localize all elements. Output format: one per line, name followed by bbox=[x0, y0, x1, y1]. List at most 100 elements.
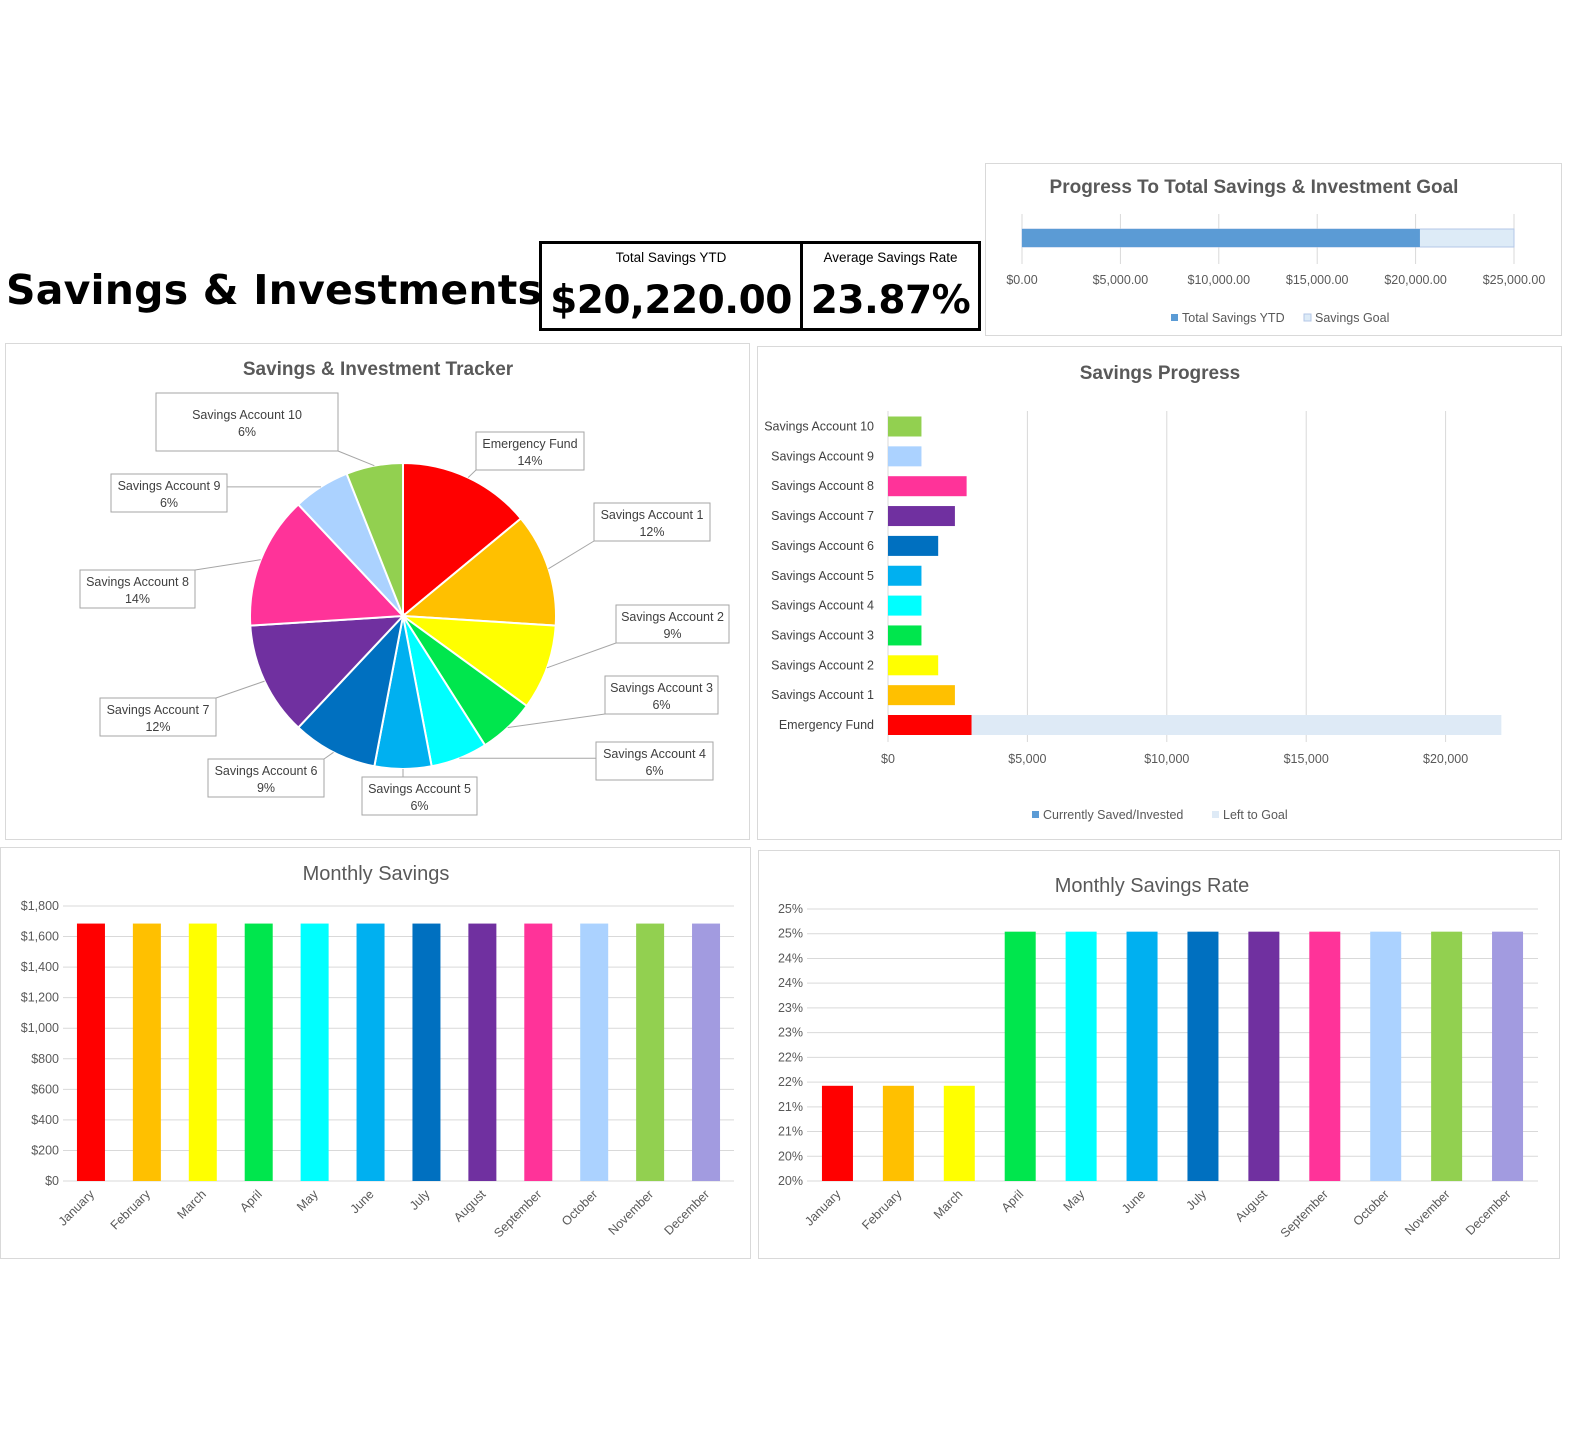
x-tick-label: June bbox=[348, 1187, 377, 1216]
data-label-name: Savings Account 8 bbox=[86, 575, 189, 589]
page-title: Savings & Investments bbox=[6, 266, 543, 314]
x-tick-label: October bbox=[559, 1187, 600, 1228]
data-label-box bbox=[475, 431, 585, 471]
monthly-panel: Monthly Savings $0 $200 $400 $600 $800 $1,000 $… bbox=[0, 847, 751, 1259]
y-tick-label: 20% bbox=[778, 1149, 803, 1163]
bar-saved bbox=[888, 506, 955, 527]
bar bbox=[943, 1085, 975, 1181]
leader-line bbox=[548, 540, 595, 570]
goal-bar-total-savings bbox=[1022, 229, 1420, 247]
x-tick-label: August bbox=[451, 1187, 489, 1225]
x-tick-label: $10,000 bbox=[1144, 752, 1189, 766]
bar bbox=[692, 923, 721, 1181]
data-label-value: 9% bbox=[663, 627, 681, 641]
bar bbox=[468, 923, 497, 1181]
bar bbox=[1309, 931, 1341, 1181]
bar bbox=[882, 1085, 914, 1181]
x-tick-label: November bbox=[606, 1187, 657, 1238]
bar bbox=[1370, 931, 1402, 1181]
bar-saved bbox=[888, 476, 967, 497]
y-tick-label: $1,600 bbox=[21, 930, 59, 944]
x-tick-label: September bbox=[1278, 1187, 1331, 1240]
bar bbox=[1065, 931, 1097, 1181]
bar bbox=[580, 923, 609, 1181]
x-tick-label: $15,000 bbox=[1284, 752, 1329, 766]
bar bbox=[132, 923, 161, 1181]
data-label-name: Emergency Fund bbox=[482, 437, 577, 451]
bar-saved bbox=[888, 655, 939, 676]
progress-panel: Savings Progress $0 $5,000 $10,000 $15,000 $2… bbox=[757, 346, 1562, 840]
pie-slice bbox=[296, 612, 405, 768]
y-tick-label: $400 bbox=[31, 1113, 59, 1127]
x-tick-label: $20,000 bbox=[1423, 752, 1468, 766]
bar-saved bbox=[888, 685, 955, 706]
bar bbox=[636, 923, 665, 1181]
y-tick-label: Savings Account 7 bbox=[771, 509, 874, 523]
data-label-name: Savings Account 4 bbox=[603, 747, 706, 761]
y-tick-label: $1,800 bbox=[21, 899, 59, 913]
monthly-chart: Monthly Savings $0 $200 $400 $600 $800 $1,000 $… bbox=[21, 863, 734, 1240]
x-tick-label: $5,000.00 bbox=[1093, 273, 1149, 287]
y-tick-label: Savings Account 10 bbox=[764, 420, 874, 434]
data-label-box bbox=[595, 741, 714, 781]
x-tick-label: $15,000.00 bbox=[1286, 273, 1349, 287]
x-tick-label: May bbox=[294, 1187, 321, 1214]
bar bbox=[821, 1085, 853, 1181]
x-tick-label: $0 bbox=[881, 752, 895, 766]
data-label-value: 12% bbox=[639, 525, 664, 539]
data-label-value: 14% bbox=[517, 454, 542, 468]
goal-panel: Progress To Total Savings & Investment G… bbox=[985, 163, 1562, 336]
x-tick-label: May bbox=[1061, 1187, 1088, 1214]
chart-title: Progress To Total Savings & Investment G… bbox=[1050, 177, 1459, 198]
x-tick-label: $10,000.00 bbox=[1188, 273, 1251, 287]
y-tick-label: 24% bbox=[778, 976, 803, 990]
data-label-box bbox=[155, 392, 339, 452]
bar bbox=[1187, 931, 1219, 1181]
bar bbox=[1004, 931, 1036, 1181]
legend-label-saved: Currently Saved/Invested bbox=[1043, 808, 1183, 822]
data-label-value: 14% bbox=[125, 592, 150, 606]
data-label-name: Savings Account 10 bbox=[192, 408, 302, 422]
y-tick-label: $1,400 bbox=[21, 960, 59, 974]
total-savings-card: Total Savings YTD $20,220.00 bbox=[539, 241, 803, 331]
data-label-box bbox=[361, 776, 478, 816]
x-tick-label: $25,000.00 bbox=[1483, 273, 1546, 287]
leader-line bbox=[194, 559, 261, 571]
bar bbox=[356, 923, 385, 1181]
bar bbox=[1126, 931, 1158, 1181]
y-tick-label: $1,000 bbox=[21, 1021, 59, 1035]
chart-title: Monthly Savings bbox=[303, 863, 450, 885]
bar bbox=[244, 923, 273, 1181]
legend-swatch-goal bbox=[1303, 313, 1312, 322]
y-tick-label: Emergency Fund bbox=[779, 718, 874, 732]
data-label-value: 6% bbox=[410, 799, 428, 813]
total-savings-label: Total Savings YTD bbox=[615, 250, 727, 265]
y-tick-label: 25% bbox=[778, 927, 803, 941]
x-tick-label: September bbox=[491, 1187, 544, 1240]
x-tick-label: November bbox=[1402, 1187, 1453, 1238]
legend-swatch-total bbox=[1171, 314, 1178, 321]
leader-line bbox=[337, 450, 375, 467]
x-tick-label: February bbox=[859, 1187, 905, 1233]
x-tick-label: July bbox=[407, 1187, 433, 1213]
progress-chart: Savings Progress $0 $5,000 $10,000 $15,000 $2… bbox=[764, 363, 1502, 822]
bar bbox=[188, 923, 217, 1181]
y-tick-label: Savings Account 8 bbox=[771, 479, 874, 493]
y-tick-label: 22% bbox=[778, 1075, 803, 1089]
data-label-value: 6% bbox=[238, 425, 256, 439]
x-tick-label: July bbox=[1183, 1187, 1209, 1213]
rate-chart: Monthly Savings Rate 20% 20% 21% 21% 22% 22% 23… bbox=[778, 875, 1538, 1240]
x-tick-label: March bbox=[931, 1187, 965, 1221]
data-label-name: Savings Account 3 bbox=[610, 681, 713, 695]
y-tick-label: 21% bbox=[778, 1125, 803, 1139]
avg-rate-card: Average Savings Rate 23.87% bbox=[800, 241, 981, 331]
bar bbox=[1492, 931, 1524, 1181]
bar bbox=[1431, 931, 1463, 1181]
x-tick-label: August bbox=[1233, 1187, 1271, 1225]
goal-chart: Progress To Total Savings & Investment G… bbox=[1006, 177, 1546, 325]
bar bbox=[300, 923, 329, 1181]
legend-label-left: Left to Goal bbox=[1223, 808, 1288, 822]
bar bbox=[412, 923, 441, 1181]
pie-slice bbox=[249, 614, 406, 729]
tracker-panel: Savings & Investment Tracker Emergency Fu… bbox=[5, 343, 750, 840]
